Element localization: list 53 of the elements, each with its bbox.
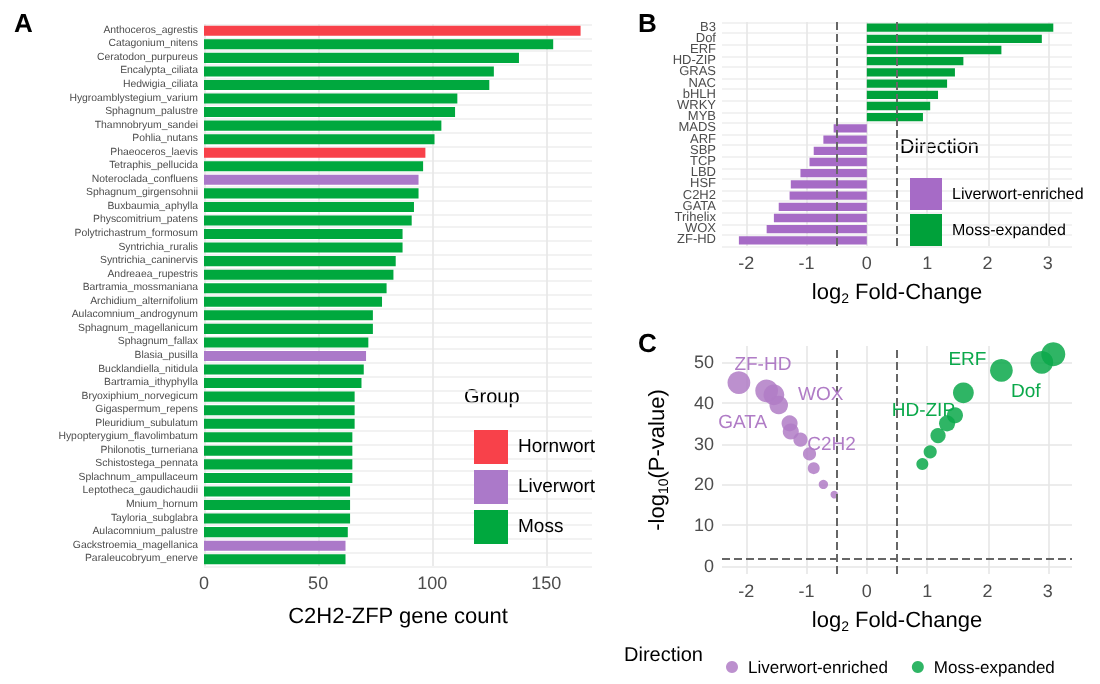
- x-axis-title: C2H2-ZFP gene count: [288, 605, 508, 629]
- x-tick-label: 3: [1042, 581, 1053, 601]
- x-tick-label: 1: [922, 581, 933, 601]
- y-tick-label: 50: [693, 352, 714, 373]
- bar: [204, 161, 424, 172]
- legend-label: Liverwort: [518, 476, 596, 498]
- legend-title: Group: [464, 387, 521, 409]
- x-tick-label: 2: [982, 581, 993, 601]
- legend-label: Hornwort: [518, 436, 596, 458]
- bar: [204, 350, 367, 361]
- bar: [204, 174, 419, 185]
- annotation: ERF: [948, 349, 987, 372]
- annotation: C2H2: [807, 434, 856, 457]
- y-tick-label: 40: [693, 393, 714, 413]
- bar: [204, 147, 426, 158]
- x-tick-label: 100: [417, 573, 448, 593]
- legend-title: Direction: [900, 137, 979, 159]
- bar: [204, 79, 490, 90]
- bar: [204, 39, 554, 50]
- annotation: Dof: [1011, 381, 1042, 404]
- legend-label: Moss: [518, 516, 564, 538]
- y-tick-label: 20: [693, 474, 714, 495]
- bar: [204, 188, 419, 199]
- annotation: GATA: [718, 412, 769, 435]
- bar: [204, 500, 351, 511]
- legend-label: Liverwort-enriched: [952, 185, 1084, 203]
- legend-label: Moss-expanded: [933, 657, 1056, 677]
- x-tick-label: 150: [531, 573, 562, 593]
- legend-label: Moss-expanded: [952, 221, 1066, 239]
- x-tick-label: -2: [738, 581, 755, 601]
- x-tick-label: 3: [1042, 253, 1053, 273]
- y-tick-label: 0: [703, 555, 714, 576]
- chart-title: A: [14, 8, 34, 38]
- x-tick-label: -1: [798, 253, 815, 273]
- legend-label: Liverwort-enriched: [748, 657, 889, 677]
- bar: [204, 229, 403, 240]
- chart-title: C: [638, 328, 658, 358]
- x-tick-label: -1: [798, 581, 815, 601]
- bar: [204, 554, 346, 565]
- bar: [204, 25, 581, 36]
- chart-title: B: [638, 8, 657, 38]
- x-tick-label: 0: [861, 581, 872, 601]
- x-tick-label: 1: [922, 253, 933, 273]
- bar: [204, 540, 346, 551]
- y-tick-label: 10: [693, 515, 714, 536]
- legend-title: Direction: [624, 645, 703, 667]
- x-tick-label: 0: [861, 253, 872, 273]
- annotation: ZF-HD: [734, 353, 792, 376]
- x-tick-label: 2: [982, 253, 993, 273]
- y-tick-label: 30: [693, 433, 714, 454]
- x-tick-label: -2: [738, 253, 755, 273]
- x-tick-label: 50: [308, 573, 329, 593]
- annotation: WOX: [797, 383, 845, 406]
